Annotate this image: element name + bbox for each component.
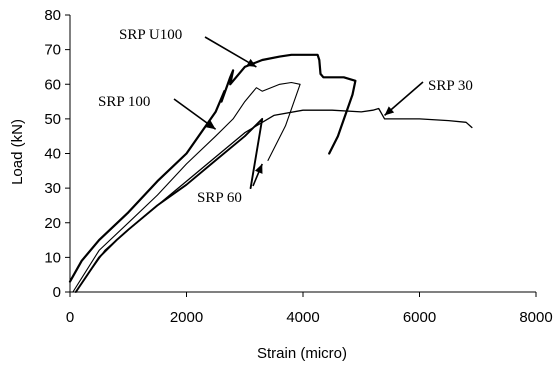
y-tick-label: 50	[44, 111, 61, 128]
arrowhead-srp-u100	[246, 58, 257, 67]
annotations: SRP U100 SRP 100 SRP 60 SRP 30	[98, 27, 473, 206]
y-tick-label: 80	[44, 7, 61, 24]
x-axis-title: Strain (micro)	[257, 345, 347, 362]
x-tick-label: 6000	[403, 309, 436, 326]
label-srp-30: SRP 30	[428, 78, 473, 94]
series-line-srp-100	[72, 81, 301, 293]
y-tick-label: 10	[44, 249, 61, 266]
label-srp-100: SRP 100	[98, 94, 150, 110]
y-axis-title: Load (kN)	[9, 119, 26, 185]
x-tick-label: 0	[66, 309, 74, 326]
y-tick-label: 20	[44, 215, 61, 232]
series-line-srp-30	[75, 107, 473, 293]
x-tick-label: 2000	[170, 309, 203, 326]
y-tick-label: 70	[44, 42, 61, 59]
y-tick-label: 60	[44, 76, 61, 93]
axes: 0 10 20 30 40 50 60 70 80 0 2000 4000 6000 8000	[44, 7, 552, 326]
arrowhead-srp-60	[254, 163, 263, 174]
arrow-srp-u100	[204, 36, 257, 68]
x-tick-label: 4000	[286, 309, 319, 326]
series-line-srp-u100	[68, 53, 357, 283]
series-lines	[68, 53, 473, 293]
arrowhead-srp-100	[205, 120, 216, 130]
label-srp-u100: SRP U100	[119, 27, 182, 43]
y-tick-label: 0	[53, 284, 61, 301]
y-tick-label: 30	[44, 180, 61, 197]
x-tick-label: 8000	[519, 309, 552, 326]
label-srp-60: SRP 60	[197, 190, 242, 206]
arrowhead-srp-30	[384, 106, 395, 116]
y-tick-label: 40	[44, 146, 61, 163]
